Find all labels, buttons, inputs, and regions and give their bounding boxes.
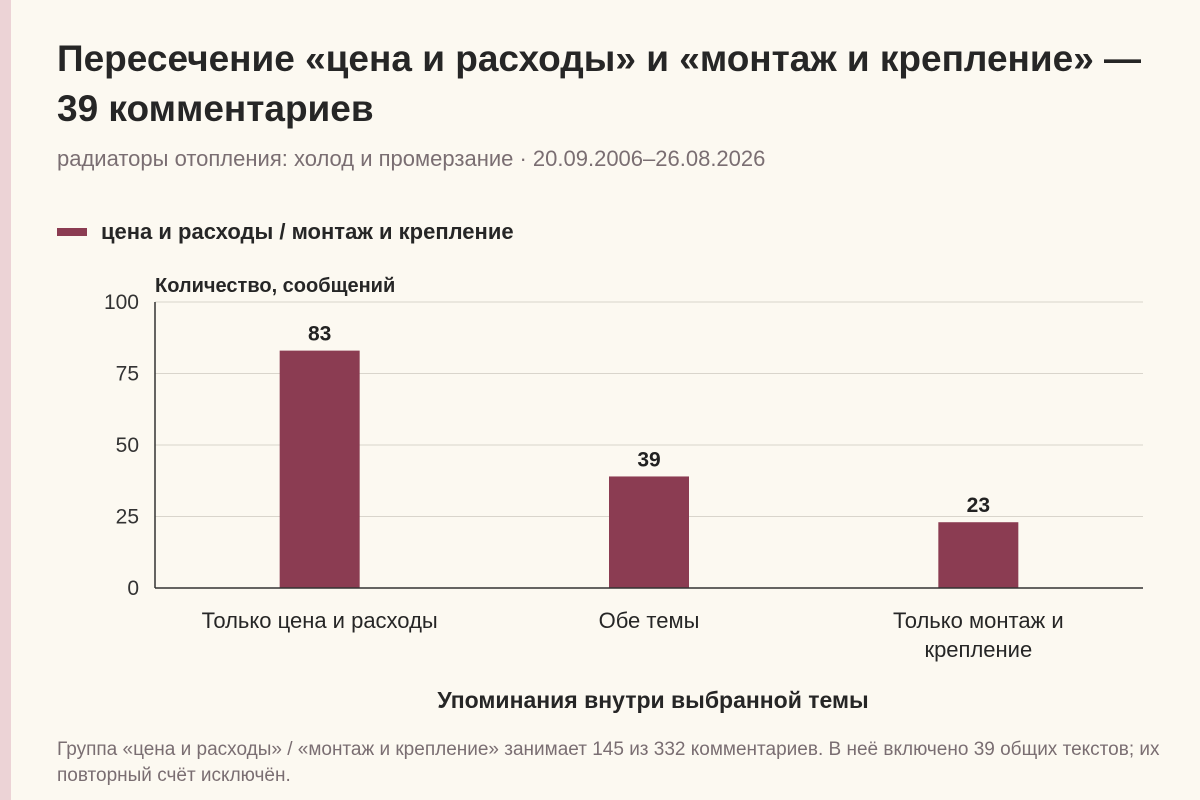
x-axis-label: Упоминания внутри выбранной темы (437, 687, 868, 713)
x-tick-label: Только цена и расходы (202, 608, 438, 633)
bar (279, 350, 360, 588)
footnote: Группа «цена и расходы» / «монтаж и креп… (57, 739, 1160, 786)
bar (609, 476, 689, 588)
y-axis-label: Количество, сообщений (155, 275, 395, 297)
data-label: 83 (308, 323, 331, 346)
y-tick-label: 100 (104, 291, 139, 314)
legend: цена и расходы / монтаж и крепление (57, 219, 514, 245)
chart-subtitle: радиаторы отопления: холод и промерзание… (57, 146, 766, 171)
legend-label: цена и расходы / монтаж и крепление (101, 219, 514, 244)
chart-title: Пересечение «цена и расходы» и «монтаж и… (57, 38, 1142, 129)
legend-swatch (57, 228, 87, 236)
y-tick-label: 75 (116, 363, 139, 386)
data-label: 39 (637, 448, 660, 471)
x-tick-label: Только монтаж и крепление (893, 608, 1064, 662)
bar-chart: 0 25 50 75 100 Количество, сообщений 83 Только … (104, 275, 1143, 713)
y-tick-label: 50 (116, 434, 139, 457)
y-tick-label: 0 (127, 577, 139, 600)
bar (938, 522, 1019, 588)
data-label: 23 (967, 494, 990, 517)
x-tick-label: Обе темы (599, 608, 700, 633)
accent-strip (0, 0, 11, 800)
y-tick-label: 25 (116, 506, 139, 529)
